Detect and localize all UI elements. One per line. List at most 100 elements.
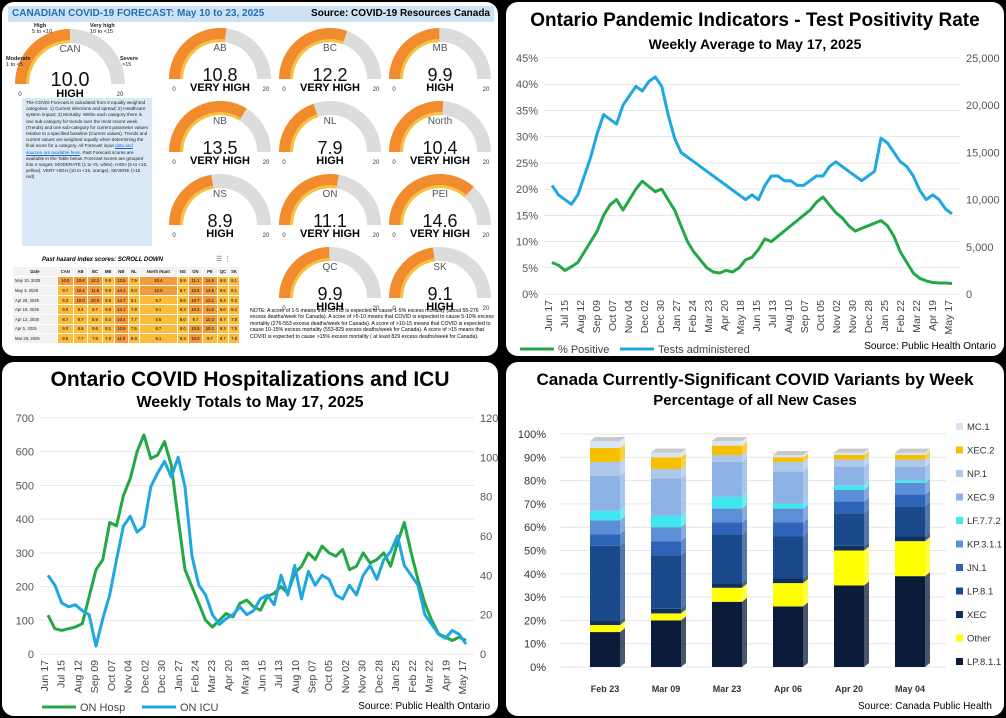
x-tick-label: Jul 15 <box>56 660 68 688</box>
table-cell: 9.2 <box>228 294 240 306</box>
legend-label: XEC.9 <box>967 493 994 504</box>
gauge-region-PEI: PEI <box>432 189 448 200</box>
gauge-value-BC: 12.2 <box>312 65 347 85</box>
bar-segment-jn-1 <box>834 501 864 514</box>
left-tick-label: 30% <box>516 132 538 144</box>
table-cell: 9.7 <box>138 294 178 306</box>
bar-segment-xec <box>590 620 620 626</box>
left-tick-label: 5% <box>522 263 538 275</box>
gauge-inner-SK <box>400 258 435 299</box>
label-very-high: Very high <box>90 23 115 29</box>
gauge-inner-ON <box>290 185 337 226</box>
bar-segment-lf-7-7-2 <box>895 480 925 483</box>
bar-top <box>651 448 686 453</box>
table-cell: 12.2 <box>87 275 103 287</box>
table-cell: 9.1 <box>228 275 240 287</box>
x-category-label: Apr 20 <box>835 684 863 694</box>
gauge-max: 20 <box>263 87 270 93</box>
legend-swatch-lp-8-1 <box>956 587 963 595</box>
bar-side <box>681 551 686 609</box>
table-menu-icons[interactable]: ☰ ⋮ <box>216 256 232 263</box>
bar-segment-xec-9 <box>895 466 925 481</box>
gauge-level-AB: VERY HIGH <box>190 82 250 94</box>
table-cell: 10.2 <box>187 304 204 315</box>
bar-segment-lf-7-7-2 <box>773 503 803 509</box>
legend-label: LP.8.1.1 <box>967 657 1001 668</box>
x-category-label: Apr 06 <box>774 684 802 694</box>
table-cell: 7.9 <box>128 275 140 287</box>
gauge-level-NL: HIGH <box>316 155 344 167</box>
gauge-fill-NL <box>279 103 319 153</box>
bar-side <box>803 579 808 607</box>
x-tick-label: Dec 30 <box>156 660 168 693</box>
table-row: Apr 5, 2025 9.0 8.5 8.6 8.1 10.9 7.5 8.7 9.0 10.5… <box>12 323 240 335</box>
bar-top <box>590 436 625 441</box>
bar-side <box>803 453 808 462</box>
bar-side <box>620 516 625 535</box>
bar-segment-np-1 <box>895 459 925 467</box>
table-cell: 14.6 <box>202 285 218 296</box>
legend-label: Tests administered <box>658 344 750 356</box>
legend-label: XEC.2 <box>967 446 994 457</box>
bar-segment-np-1 <box>651 468 681 479</box>
x-tick-label: Apr 19 <box>927 300 939 331</box>
x-tick-label: Nov 02 <box>831 300 843 333</box>
legend-swatch-mc-1 <box>956 423 963 430</box>
bar-side <box>681 448 686 458</box>
x-tick-label: Oct 05 <box>323 660 335 691</box>
forecast-description: The COVID Forecast is calculated from 3 … <box>22 98 152 246</box>
table-cell: 10.0 <box>72 294 89 306</box>
bar-side <box>620 443 625 462</box>
bar-segment-kp-3-1-1 <box>712 508 742 523</box>
table-cell: 9.3 <box>56 294 74 306</box>
gauge-inner-North <box>400 112 443 153</box>
gauge-region-ON: ON <box>323 189 338 200</box>
bar-segment-lp-8-1 <box>651 555 681 609</box>
bar-segment-mc-1 <box>651 452 681 458</box>
right-tick-label: 0 <box>966 289 972 301</box>
table-cell: 9.1 <box>138 304 178 315</box>
table-cell: 10.8 <box>72 275 89 287</box>
gauge-value-NS: 8.9 <box>207 211 232 231</box>
x-tick-label: Apr 19 <box>440 660 452 691</box>
table-cell: 9.0 <box>101 304 115 315</box>
variants-subtitle: Percentage of all New Cases <box>653 392 857 409</box>
y-tick-label: 50% <box>524 546 546 558</box>
gauge-min: 0 <box>392 87 396 93</box>
table-cell: 14.6 <box>202 275 218 287</box>
x-tick-label: Feb 24 <box>189 660 201 693</box>
bar-segment-jn-1 <box>651 541 681 556</box>
table-cell: 8.7 <box>56 313 74 325</box>
table-cell: 7.8 <box>128 304 140 315</box>
legend-swatch-jn-1 <box>956 564 963 571</box>
gauge-fill-North <box>389 101 444 153</box>
table-cell: 9.0 <box>216 304 230 315</box>
bar-side <box>620 616 625 626</box>
y-tick-label: 30% <box>524 592 546 604</box>
x-tick-label: Apr 20 <box>223 660 235 691</box>
data-sources-link[interactable]: data and sources are available here <box>26 143 133 155</box>
hosp-subtitle: Weekly Totals to May 17, 2025 <box>136 394 364 411</box>
gauge-max: 20 <box>373 160 380 166</box>
legend-label: MC.1 <box>967 422 990 433</box>
gauge-min: 0 <box>392 233 396 239</box>
bar-segment-kp-3-1-1 <box>834 489 864 502</box>
legend-label: LF.7.7.2 <box>967 516 1001 527</box>
legend-label: Other <box>967 634 991 645</box>
bar-segment-other <box>712 587 742 602</box>
bar-segment-lp-8-1 <box>895 506 925 537</box>
variants-chart: 0% 10% 20% 30% 40% 50% 60% 70% 80% 90% 100% Feb 23 M… <box>518 422 1002 694</box>
x-tick-label: Jan 27 <box>173 660 185 692</box>
table-header-cell: NS <box>176 266 189 277</box>
bar-segment-kp-3-1-1 <box>590 520 620 535</box>
table-cell: 9.7 <box>87 304 103 315</box>
y-tick-label: 100% <box>518 429 546 441</box>
bar-side <box>681 537 686 556</box>
bar-segment-mc-1 <box>834 452 864 455</box>
x-tick-label: Aug 10 <box>290 660 302 693</box>
table-cell: 8.1 <box>101 323 115 335</box>
table-cell: 10.9 <box>113 323 130 335</box>
table-cell: 8.0 <box>176 313 189 325</box>
gauge-inner-QC <box>290 258 330 299</box>
bar-side <box>803 467 808 504</box>
